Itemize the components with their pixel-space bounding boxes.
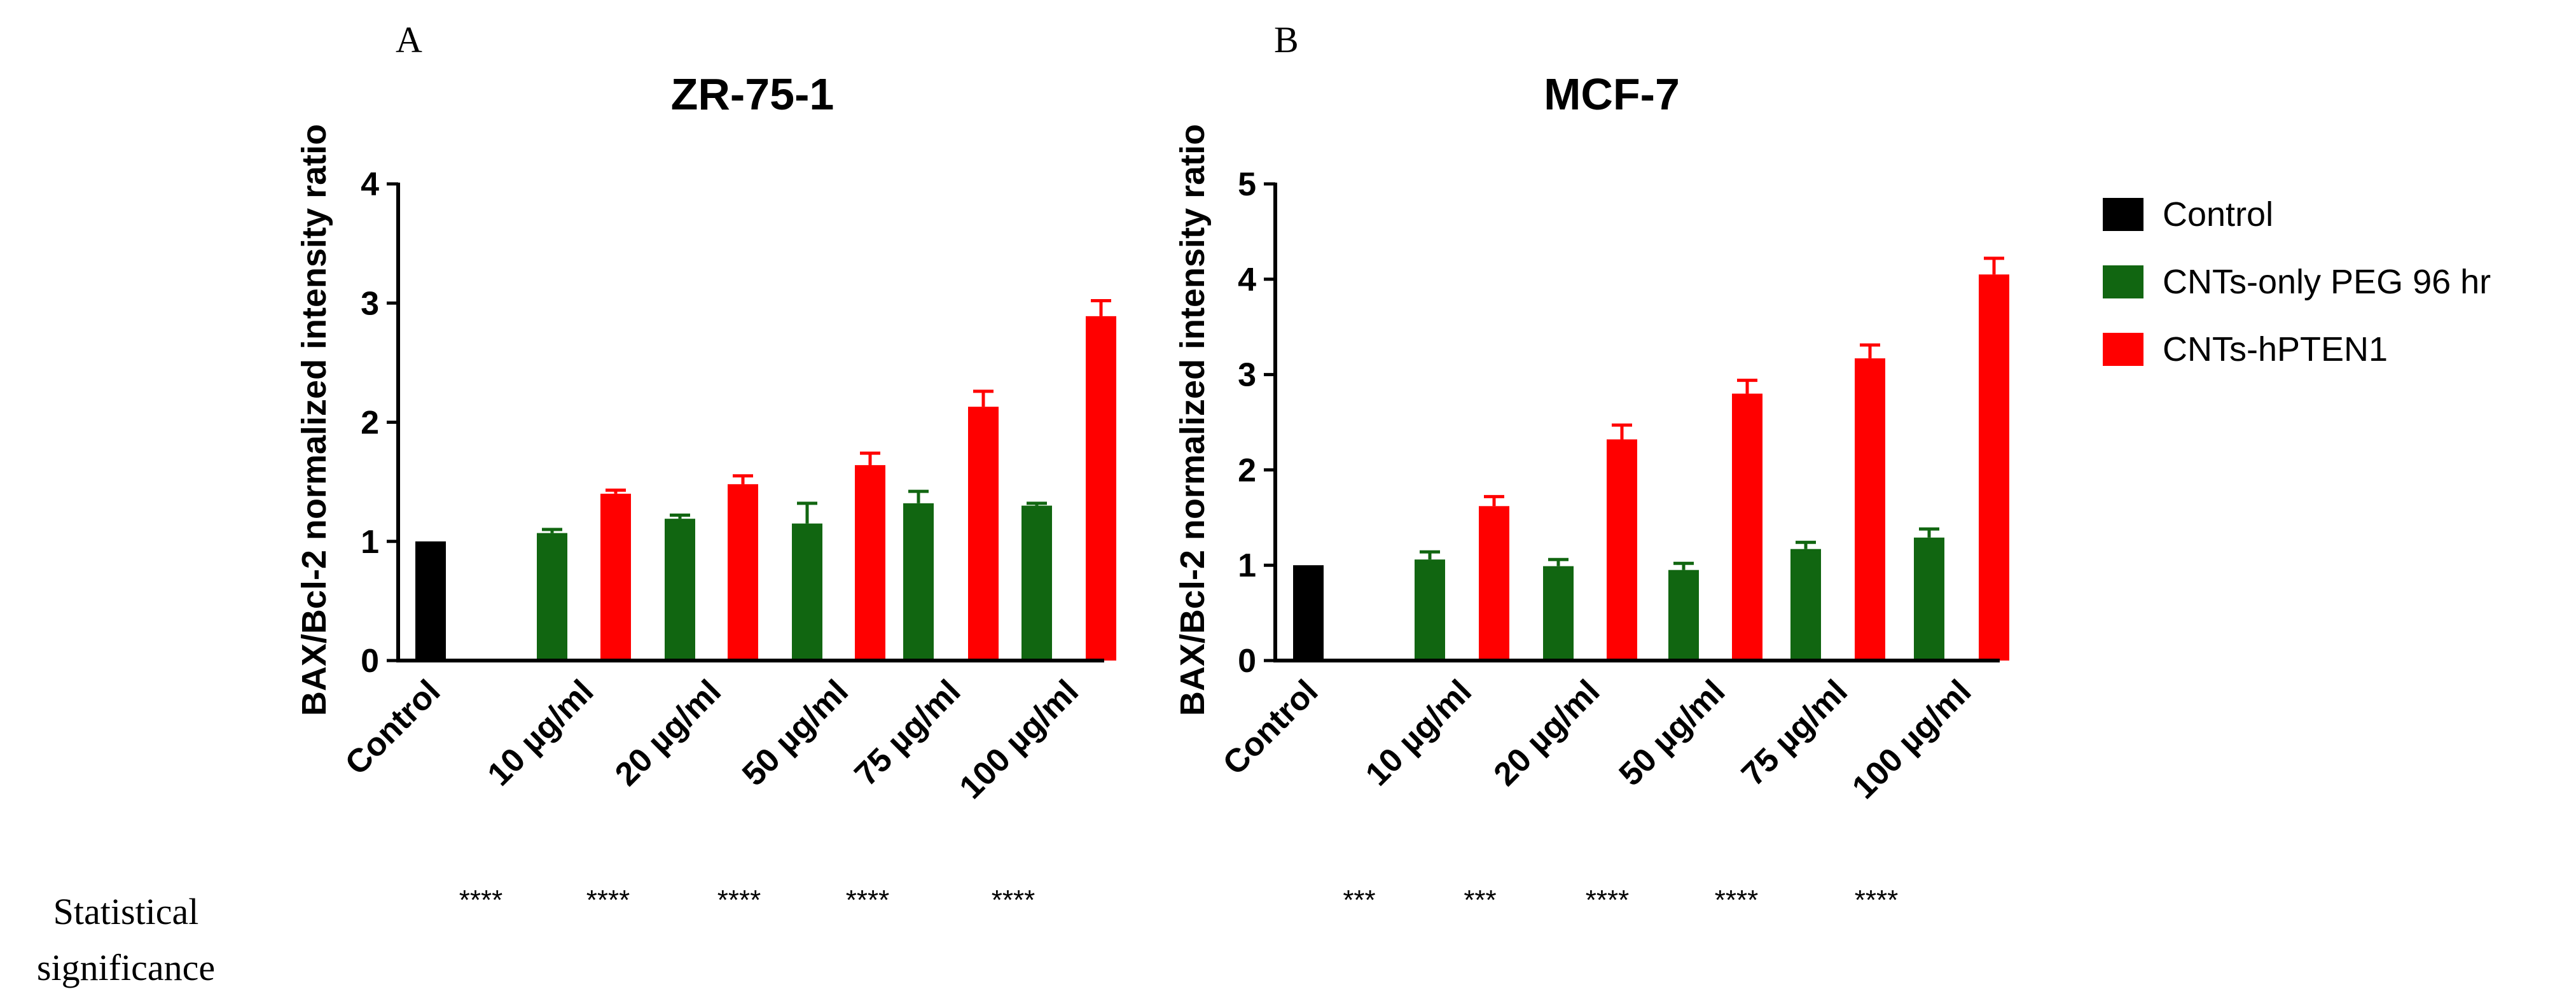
panel-a-y-tick-label: 4 bbox=[361, 166, 379, 203]
panel-a-bar-cnts-hpten1 bbox=[728, 484, 758, 661]
panel-a-bar-cnts-only bbox=[792, 523, 822, 661]
panel-b-y-tick-label: 3 bbox=[1238, 357, 1256, 394]
panel-b-bar-cnts-hpten1 bbox=[1607, 439, 1637, 661]
panel-b-title: MCF-7 bbox=[1544, 69, 1680, 119]
panel-a-significance: **** **** **** **** **** bbox=[459, 885, 1035, 916]
panel-a-significance-stars: **** bbox=[992, 885, 1035, 916]
panel-a-y-tick-label: 0 bbox=[361, 643, 379, 680]
panel-a-bar-control bbox=[415, 541, 446, 661]
panel-a-bar-cnts-hpten1 bbox=[855, 465, 885, 661]
panel-b-bar-cnts-only bbox=[1543, 566, 1574, 661]
panel-a-bar-cnts-only bbox=[665, 519, 695, 661]
panel-b-category-label: Control bbox=[1216, 673, 1326, 782]
panel-b-axes bbox=[1273, 183, 2000, 662]
panel-a-category-label: 50 µg/ml bbox=[735, 673, 855, 793]
statistical-significance-label-line2: significance bbox=[37, 947, 215, 988]
panel-b-category-label: 100 µg/ml bbox=[1845, 673, 1978, 806]
panel-a-significance-stars: **** bbox=[459, 885, 503, 916]
panel-b-bar-cnts-hpten1 bbox=[1979, 274, 2009, 661]
legend-label-control: Control bbox=[2163, 195, 2273, 234]
panel-b-bar-cnts-only bbox=[1790, 549, 1821, 661]
panel-b-y-tick-label: 4 bbox=[1238, 262, 1256, 298]
panel-b-category-label: 50 µg/ml bbox=[1612, 673, 1733, 793]
panel-b-letter: B bbox=[1274, 19, 1299, 60]
legend-swatch-cnts-hpten1 bbox=[2103, 333, 2143, 366]
legend-label-cnts-hpten1: CNTs-hPTEN1 bbox=[2163, 330, 2388, 368]
legend-swatch-control bbox=[2103, 198, 2143, 231]
legend: Control CNTs-only PEG 96 hr CNTs-hPTEN1 bbox=[2103, 195, 2491, 368]
panel-a-significance-stars: **** bbox=[717, 885, 761, 916]
panel-b-bar-cnts-hpten1 bbox=[1855, 358, 1885, 661]
panel-b-bar-cnts-only bbox=[1914, 537, 1944, 661]
panel-b-y-axis-title: BAX/Bcl-2 normalized intensity ratio bbox=[1174, 124, 1212, 716]
panel-a-bar-cnts-only bbox=[537, 533, 567, 661]
panel-a-significance-stars: **** bbox=[846, 885, 890, 916]
legend-label-cnts-only: CNTs-only PEG 96 hr bbox=[2163, 263, 2491, 301]
panel-a-y-axis-title: BAX/Bcl-2 normalized intensity ratio bbox=[295, 124, 333, 716]
panel-a-bar-cnts-hpten1 bbox=[600, 493, 631, 661]
panel-b: B MCF-7 BAX/Bcl-2 normalized intensity r… bbox=[1174, 19, 2009, 916]
statistical-significance-label-line1: Statistical bbox=[53, 891, 199, 932]
panel-b-y-tick-label: 0 bbox=[1238, 643, 1256, 680]
panel-b-significance-stars: **** bbox=[1715, 885, 1759, 916]
panel-b-bar-cnts-hpten1 bbox=[1479, 506, 1509, 661]
panel-a-category-label: 10 µg/ml bbox=[481, 673, 601, 793]
panel-b-significance-stars: **** bbox=[1586, 885, 1630, 916]
panel-a-bar-cnts-only bbox=[1021, 505, 1052, 661]
panel-a-letter: A bbox=[396, 19, 422, 60]
panel-b-category-label: 20 µg/ml bbox=[1487, 673, 1607, 793]
panel-b-significance-stars: **** bbox=[1855, 885, 1899, 916]
panel-b-category-label: 75 µg/ml bbox=[1735, 673, 1855, 793]
panel-b-bar-cnts-hpten1 bbox=[1732, 393, 1762, 661]
panel-b-bars bbox=[1293, 256, 2009, 661]
panel-a-bar-cnts-only bbox=[903, 503, 934, 661]
panel-b-significance-stars: *** bbox=[1343, 885, 1375, 916]
panel-a-category-label: 100 µg/ml bbox=[953, 673, 1086, 806]
panel-a-bar-cnts-hpten1 bbox=[1086, 316, 1116, 661]
panel-b-y-ticks: 0 1 2 3 4 5 bbox=[1238, 166, 1275, 680]
panel-a: A ZR-75-1 BAX/Bcl-2 normalized intensity… bbox=[295, 19, 1116, 916]
panel-a-y-ticks: 0 1 2 3 4 bbox=[361, 166, 398, 680]
panel-a-axes bbox=[396, 183, 1104, 662]
panel-b-category-labels: Control 10 µg/ml 20 µg/ml 50 µg/ml 75 µg/ml1… bbox=[1216, 673, 1979, 806]
legend-swatch-cnts-only bbox=[2103, 265, 2143, 298]
panel-b-y-tick-label: 5 bbox=[1238, 166, 1256, 203]
panel-a-y-tick-label: 2 bbox=[361, 405, 379, 442]
panel-b-y-tick-label: 2 bbox=[1238, 452, 1256, 489]
panel-a-bars bbox=[415, 299, 1116, 661]
panel-a-bar-cnts-hpten1 bbox=[968, 407, 999, 661]
panel-b-significance: *** *** **** **** **** bbox=[1343, 885, 1898, 916]
panel-b-bar-control bbox=[1293, 565, 1324, 661]
panel-b-bar-cnts-only bbox=[1668, 570, 1699, 661]
panel-a-y-tick-label: 3 bbox=[361, 285, 379, 322]
panel-a-category-label: 20 µg/ml bbox=[608, 673, 728, 793]
panel-b-significance-stars: *** bbox=[1464, 885, 1496, 916]
panel-a-category-label: Control bbox=[338, 673, 448, 782]
panel-a-category-label: 75 µg/ml bbox=[848, 673, 968, 793]
panel-a-significance-stars: **** bbox=[586, 885, 630, 916]
panel-a-y-tick-label: 1 bbox=[361, 524, 379, 561]
panel-b-y-tick-label: 1 bbox=[1238, 547, 1256, 584]
panel-b-category-label: 10 µg/ml bbox=[1359, 673, 1479, 793]
panel-a-title: ZR-75-1 bbox=[671, 69, 834, 119]
panel-b-bar-cnts-only bbox=[1415, 559, 1445, 661]
